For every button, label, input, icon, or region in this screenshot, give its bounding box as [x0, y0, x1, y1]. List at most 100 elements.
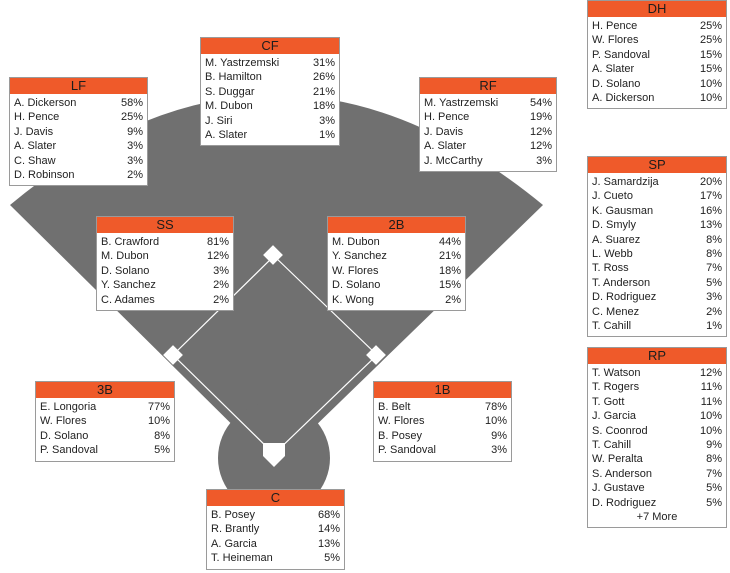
- position-card-lf[interactable]: LF A. Dickerson 58% H. Pence 25% J. Davis 9% A.…: [9, 77, 148, 187]
- player-percentage: 8%: [706, 233, 722, 246]
- player-name: S. Duggar: [205, 85, 255, 98]
- player-percentage: 7%: [706, 467, 722, 480]
- position-card-cf[interactable]: CF M. Yastrzemski 31% B. Hamilton 26% S. Dugg…: [200, 37, 340, 147]
- player-row: E. Longoria 77%: [40, 400, 170, 414]
- player-percentage: 21%: [438, 250, 461, 263]
- position-card-3b[interactable]: 3B E. Longoria 77% W. Flores 10% D. Solano 8% P…: [35, 381, 175, 462]
- player-row: T. Cahill 9%: [592, 438, 722, 452]
- player-name: C. Shaw: [14, 154, 56, 167]
- player-percentage: 12%: [206, 250, 229, 263]
- position-title: SP: [588, 157, 726, 173]
- player-row: D. Solano 15%: [332, 278, 461, 292]
- player-list: B. Belt 78% W. Flores 10% B. Posey 9% P. Sando…: [374, 398, 511, 461]
- player-name: D. Solano: [40, 429, 89, 442]
- player-percentage: 5%: [324, 552, 340, 565]
- player-percentage: 9%: [127, 125, 143, 138]
- player-row: J. McCarthy 3%: [424, 154, 552, 168]
- player-row: Y. Sanchez 21%: [332, 249, 461, 263]
- position-title: 1B: [374, 382, 511, 398]
- player-percentage: 11%: [700, 395, 722, 408]
- player-row: S. Anderson 7%: [592, 467, 722, 481]
- player-name: C. Menez: [592, 305, 640, 318]
- player-row: A. Slater 3%: [14, 139, 143, 153]
- position-card-ss[interactable]: SS B. Crawford 81% M. Dubon 12% D. Solano 3% Y.…: [96, 216, 234, 311]
- player-row: D. Solano 3%: [101, 264, 229, 278]
- player-name: A. Dickerson: [14, 97, 77, 109]
- player-row: J. Samardzija 20%: [592, 175, 722, 189]
- player-name: D. Solano: [592, 77, 641, 90]
- player-name: H. Pence: [424, 111, 470, 124]
- player-row: D. Rodriguez 5%: [592, 496, 722, 510]
- player-percentage: 21%: [312, 85, 335, 98]
- player-percentage: 26%: [312, 71, 335, 84]
- position-card-2b[interactable]: 2B M. Dubon 44% Y. Sanchez 21% W. Flores 18% D.…: [327, 216, 466, 311]
- player-name: T. Ross: [592, 262, 629, 275]
- player-row: S. Coonrod 10%: [592, 424, 722, 438]
- position-card-rp[interactable]: RP T. Watson 12% T. Rogers 11% T. Gott 11% J. G…: [587, 347, 727, 529]
- player-list: M. Yastrzemski 54% H. Pence 19% J. Davis 12% A…: [420, 94, 556, 171]
- player-name: J. Cueto: [592, 190, 633, 203]
- player-row: P. Sandoval 15%: [592, 48, 722, 62]
- player-name: D. Robinson: [14, 168, 75, 181]
- position-title: C: [207, 490, 344, 506]
- player-name: W. Flores: [378, 415, 425, 428]
- position-card-rf[interactable]: RF M. Yastrzemski 54% H. Pence 19% J. Davis 12…: [419, 77, 557, 172]
- position-card-dh[interactable]: DH H. Pence 25% W. Flores 25% P. Sandoval 15% A…: [587, 0, 727, 110]
- first-base: [366, 345, 386, 365]
- player-percentage: 15%: [438, 279, 461, 292]
- player-percentage: 3%: [319, 114, 335, 127]
- player-percentage: 10%: [699, 410, 722, 423]
- position-title: DH: [588, 1, 726, 17]
- player-name: B. Hamilton: [205, 71, 262, 84]
- player-name: T. Rogers: [592, 381, 640, 394]
- player-percentage: 18%: [312, 100, 335, 113]
- player-row: D. Robinson 2%: [14, 168, 143, 182]
- player-row: D. Solano 8%: [40, 429, 170, 443]
- player-percentage: 17%: [699, 190, 722, 203]
- position-card-1b[interactable]: 1B B. Belt 78% W. Flores 10% B. Posey 9% P. San…: [373, 381, 512, 462]
- player-percentage: 25%: [699, 20, 722, 32]
- player-row: M. Yastrzemski 31%: [205, 56, 335, 70]
- player-percentage: 12%: [699, 367, 722, 379]
- player-percentage: 5%: [706, 276, 722, 289]
- player-row: W. Flores 10%: [40, 414, 170, 428]
- player-percentage: 11%: [700, 381, 722, 394]
- player-row: B. Posey 9%: [378, 429, 507, 443]
- player-row: D. Solano 10%: [592, 77, 722, 91]
- position-card-c[interactable]: C B. Posey 68% R. Brantly 14% A. Garcia 13% T. …: [206, 489, 345, 570]
- player-percentage: 18%: [438, 264, 461, 277]
- player-percentage: 8%: [154, 429, 170, 442]
- player-percentage: 13%: [699, 219, 722, 232]
- player-percentage: 81%: [206, 236, 229, 248]
- player-percentage: 77%: [147, 401, 170, 413]
- player-percentage: 10%: [699, 77, 722, 90]
- player-name: J. Gustave: [592, 482, 645, 495]
- player-percentage: 25%: [699, 34, 722, 47]
- player-row: Y. Sanchez 2%: [101, 278, 229, 292]
- player-name: H. Pence: [592, 20, 638, 32]
- player-row: K. Wong 2%: [332, 293, 461, 307]
- player-percentage: 2%: [213, 279, 229, 292]
- player-percentage: 10%: [699, 91, 722, 104]
- player-percentage: 68%: [317, 509, 340, 521]
- player-row: C. Shaw 3%: [14, 154, 143, 168]
- player-row: A. Dickerson 58%: [14, 96, 143, 110]
- player-name: D. Rodriguez: [592, 291, 657, 304]
- player-percentage: 2%: [445, 293, 461, 306]
- player-name: B. Posey: [211, 509, 256, 521]
- player-percentage: 15%: [699, 63, 722, 76]
- player-name: R. Brantly: [211, 523, 260, 536]
- player-name: D. Smyly: [592, 219, 636, 232]
- player-name: J. Samardzija: [592, 176, 659, 188]
- more-players-link[interactable]: +7 More: [636, 510, 678, 523]
- player-row: M. Dubon 44%: [332, 235, 461, 249]
- position-card-sp[interactable]: SP J. Samardzija 20% J. Cueto 17% K. Gausman 1…: [587, 156, 727, 338]
- player-name: H. Pence: [14, 111, 60, 124]
- player-list: H. Pence 25% W. Flores 25% P. Sandoval 15% A. …: [588, 17, 726, 108]
- player-name: J. Siri: [205, 114, 233, 127]
- player-row: B. Hamilton 26%: [205, 70, 335, 84]
- third-base: [163, 345, 183, 365]
- player-list: T. Watson 12% T. Rogers 11% T. Gott 11% J. Gar…: [588, 364, 726, 527]
- player-name: C. Adames: [101, 293, 155, 306]
